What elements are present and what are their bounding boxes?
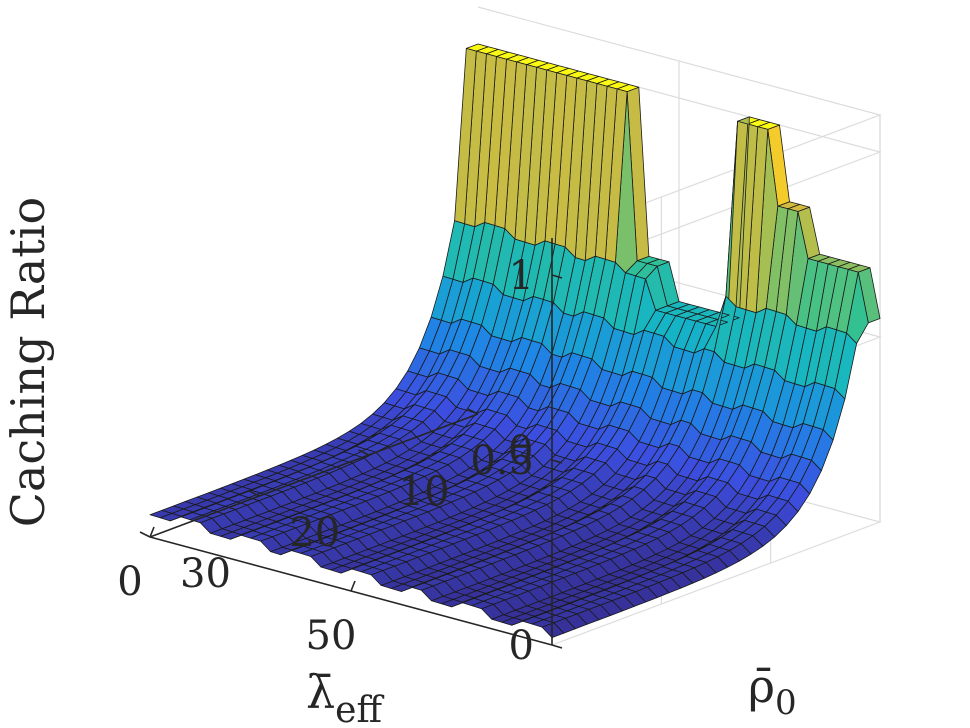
surface-layer: [149, 43, 881, 638]
x-tick: [149, 526, 155, 538]
y-tick-label: 20: [289, 510, 340, 556]
x-tick: [350, 580, 356, 592]
surface-patch: [149, 509, 173, 519]
z-tick: [551, 644, 563, 649]
y-axis-label: ρ̄0: [748, 659, 797, 723]
z-tick-label: 1: [509, 253, 534, 299]
axis-layer: [139, 238, 563, 649]
top-box-edge: [477, 6, 882, 239]
y-tick-label: 0: [508, 428, 533, 474]
y-tick-label: 30: [180, 551, 231, 597]
z-tick: [551, 274, 563, 279]
z-tick: [551, 459, 563, 464]
y-tick: [139, 531, 151, 538]
x-axis-label: λ̄eff: [306, 665, 384, 728]
y-tick: [467, 408, 479, 415]
y-axis-line: [149, 413, 479, 538]
x-tick-label: 0: [117, 559, 142, 605]
y-tick: [358, 449, 370, 456]
z-tick-label: 0.5: [470, 438, 534, 484]
z-axis-label: Caching Ratio: [1, 197, 55, 527]
y-tick-label: 10: [399, 469, 450, 515]
z-tick-label: 0: [509, 623, 534, 669]
y-tick: [248, 490, 260, 497]
x-tick-label: 50: [306, 613, 357, 659]
